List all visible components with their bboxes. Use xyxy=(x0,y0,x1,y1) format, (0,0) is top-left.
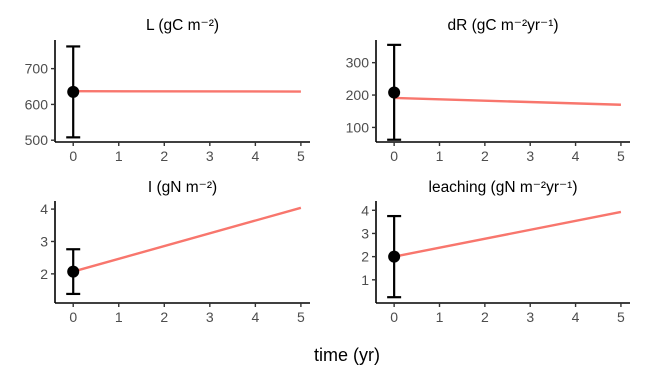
observation-point xyxy=(67,85,80,98)
x-tick-label: 0 xyxy=(390,309,398,325)
x-tick-label: 4 xyxy=(251,309,259,325)
panel-title: dR (gC m⁻²yr⁻¹) xyxy=(447,17,558,34)
x-tick-label: 0 xyxy=(390,148,398,164)
series-line xyxy=(72,206,302,273)
panel-3: I (gN m⁻²) 2 3 4 0 1 2 3 4 5 xyxy=(40,179,310,325)
y-tick-label: 300 xyxy=(346,55,370,71)
x-tick-label: 5 xyxy=(297,148,305,164)
y-tick-label: 200 xyxy=(346,87,370,103)
y-tick-label: 1 xyxy=(361,272,369,288)
x-tick-label: 3 xyxy=(206,309,214,325)
y-tick-label: 3 xyxy=(361,225,369,241)
x-tick-label: 5 xyxy=(617,309,625,325)
y-tick-label: 100 xyxy=(346,119,370,135)
panel-title: leaching (gN m⁻²yr⁻¹) xyxy=(429,179,578,196)
y-tick-label: 4 xyxy=(40,201,48,217)
x-tick-label: 3 xyxy=(526,148,534,164)
panel-1: L (gC m⁻²) 500 600 700 0 1 2 3 4 5 xyxy=(25,17,310,164)
x-tick-label: 5 xyxy=(617,148,625,164)
x-tick-label: 2 xyxy=(160,148,168,164)
x-tick-label: 0 xyxy=(69,148,77,164)
x-tick-label: 4 xyxy=(572,309,580,325)
panel-4: leaching (gN m⁻²yr⁻¹) 1 2 3 4 0 1 2 3 4 5 xyxy=(361,179,630,325)
x-tick-label: 3 xyxy=(526,309,534,325)
x-axis-label: time (yr) xyxy=(314,345,380,365)
x-tick-label: 1 xyxy=(115,148,123,164)
x-tick-label: 3 xyxy=(206,148,214,164)
y-tick-label: 500 xyxy=(25,132,49,148)
y-tick-label: 3 xyxy=(40,233,48,249)
y-tick-label: 2 xyxy=(40,266,48,282)
y-tick-label: 4 xyxy=(361,202,369,218)
x-tick-label: 2 xyxy=(160,309,168,325)
x-tick-label: 2 xyxy=(481,148,489,164)
observation-point xyxy=(388,250,401,263)
x-tick-label: 1 xyxy=(115,309,123,325)
x-tick-label: 4 xyxy=(251,148,259,164)
panel-title: I (gN m⁻²) xyxy=(148,179,217,196)
observation-point xyxy=(388,86,401,99)
x-tick-label: 1 xyxy=(436,309,444,325)
panel-title: L (gC m⁻²) xyxy=(146,17,219,34)
x-tick-label: 0 xyxy=(69,309,77,325)
series-line xyxy=(393,210,622,258)
y-tick-label: 600 xyxy=(25,96,49,112)
x-tick-label: 4 xyxy=(572,148,580,164)
panel-2: dR (gC m⁻²yr⁻¹) 100 200 300 0 1 2 3 4 5 xyxy=(346,17,630,164)
observation-point xyxy=(67,265,80,278)
y-tick-label: 700 xyxy=(25,61,49,77)
series-line xyxy=(394,96,621,106)
x-tick-label: 1 xyxy=(436,148,444,164)
x-tick-label: 2 xyxy=(481,309,489,325)
y-tick-label: 2 xyxy=(361,249,369,265)
x-tick-label: 5 xyxy=(297,309,305,325)
